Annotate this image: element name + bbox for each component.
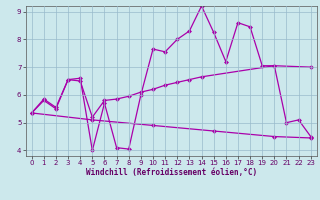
X-axis label: Windchill (Refroidissement éolien,°C): Windchill (Refroidissement éolien,°C) [86, 168, 257, 177]
